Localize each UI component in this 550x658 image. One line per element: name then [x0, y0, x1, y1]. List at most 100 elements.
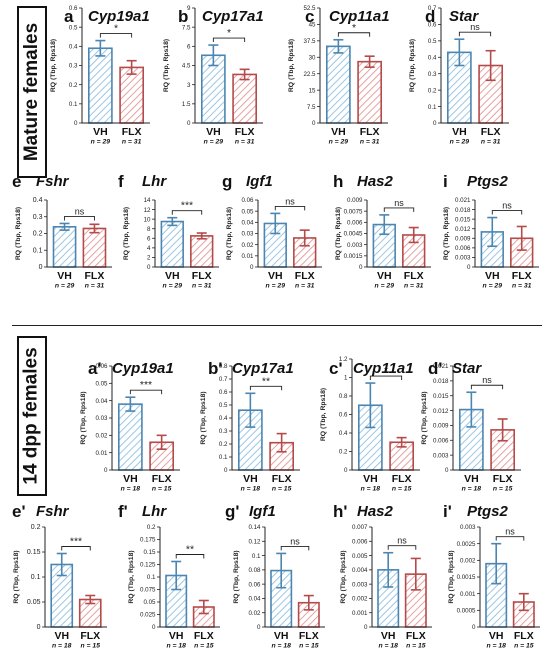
sample-size-label: n = 31 — [85, 283, 105, 290]
sample-size-label: n = 15 — [81, 643, 101, 650]
significance-label: *** — [70, 536, 82, 548]
y-tick-label: 9 — [187, 5, 191, 12]
y-tick-label: 0.012 — [455, 226, 471, 233]
y-tick-label: 0.4 — [339, 430, 348, 437]
y-tick-label: 0.4 — [219, 415, 228, 422]
y-tick-label: 0 — [467, 264, 471, 271]
y-tick-label: 0.3 — [219, 428, 228, 435]
error-bar — [454, 38, 465, 67]
section-divider — [12, 325, 542, 326]
error-bar — [516, 225, 527, 251]
significance-label: ns — [75, 206, 85, 216]
error-bar — [270, 212, 281, 235]
chart-panel-8: 0 0.003 0.006 0.009 0.012 0.015 0.018 0.021 RQ (… — [443, 197, 539, 290]
y-tick-label: 22.5 — [303, 71, 316, 78]
y-tick-label: 0.05 — [241, 208, 254, 215]
chart-title: Cyp11a1 — [353, 360, 414, 377]
y-tick-label: 0.8 — [219, 363, 228, 370]
y-axis-label: RQ (Tbp, Rps18) — [421, 391, 428, 444]
error-bar — [466, 391, 477, 428]
error-bar — [245, 392, 256, 428]
sample-size-label: n = 15 — [299, 643, 319, 650]
y-tick-label: 0.03 — [241, 231, 254, 238]
panel-letter: f — [118, 172, 124, 191]
y-tick-label: 0.018 — [455, 207, 471, 214]
error-bar — [408, 226, 419, 244]
axes — [264, 527, 325, 628]
x-category-label: FLX — [152, 473, 172, 485]
x-category-label: VH — [452, 126, 467, 138]
x-category-label: FLX — [514, 630, 534, 642]
y-tick-label: 0.003 — [455, 255, 471, 262]
significance-label: ns — [470, 22, 480, 32]
chart-title: Igf1 — [246, 173, 273, 190]
error-bar — [125, 396, 136, 412]
y-axis-label: RQ (Tbp, Rps18) — [128, 550, 135, 603]
significance-label: * — [384, 365, 388, 377]
chart-panel-4: 00.10.20.30.4RQ (Tbp, Rps18)VHn = 29FLXn… — [15, 197, 112, 290]
x-category-label: FLX — [122, 126, 142, 138]
axes — [257, 200, 322, 268]
chart-title: Fshr — [36, 173, 69, 190]
x-category-label: VH — [54, 630, 69, 642]
x-category-label: VH — [57, 270, 72, 282]
significance-bracket — [64, 216, 95, 221]
y-tick-label: 7.5 — [182, 24, 191, 31]
chart-title: Lhr — [142, 173, 167, 190]
y-tick-label: 0.025 — [140, 612, 156, 619]
y-tick-label: 0.1 — [428, 104, 437, 111]
y-tick-label: 45 — [309, 22, 316, 29]
y-tick-label: 0 — [250, 264, 254, 271]
y-tick-label: 0.8 — [339, 393, 348, 400]
significance-bracket — [369, 375, 403, 381]
significance-label: ** — [262, 375, 270, 387]
y-tick-label: 0.002 — [352, 596, 368, 603]
y-tick-label: 7.5 — [307, 104, 316, 111]
panel-letter: a — [64, 7, 74, 26]
bar-vh — [88, 47, 113, 124]
y-tick-label: 0.2 — [339, 449, 348, 456]
sample-size-label: n = 29 — [450, 139, 470, 146]
y-axis-label: RQ (Tbp, Rps18) — [163, 39, 170, 92]
y-tick-label: 0.5 — [428, 38, 437, 45]
chart-title: Lhr — [142, 503, 167, 520]
bar-flx — [357, 60, 382, 124]
error-bar — [89, 223, 100, 234]
sample-size-label: n = 29 — [204, 139, 224, 146]
significance-bracket — [175, 554, 205, 559]
x-category-label: VH — [165, 270, 180, 282]
y-tick-label: 4 — [147, 245, 151, 252]
error-bar — [59, 222, 70, 231]
panel-letter: e — [12, 172, 22, 191]
y-tick-label: 0.6 — [69, 5, 78, 12]
chart-title: Cyp17a1 — [232, 360, 294, 377]
error-bar — [299, 229, 310, 247]
chart-panel-14: 0 0.025 0.05 0.075 0.1 0.125 0.15 0.175 0.2 RQ (T… — [128, 524, 220, 650]
y-tick-label: 0.006 — [433, 437, 449, 444]
sample-size-label: n = 31 — [481, 139, 501, 146]
significance-bracket — [280, 545, 310, 551]
panel-letter: f' — [118, 502, 128, 521]
y-tick-label: 0.003 — [347, 242, 363, 249]
y-tick-label: 0.01 — [95, 450, 108, 457]
y-tick-label: 0.2 — [219, 441, 228, 448]
significance-bracket — [99, 33, 133, 38]
y-tick-label: 0 — [147, 264, 151, 271]
error-bar — [333, 38, 344, 54]
panel-letter: d — [425, 7, 436, 26]
x-category-label: FLX — [85, 270, 105, 282]
significance-label: ns — [482, 375, 492, 385]
panel-letter: c' — [329, 359, 343, 378]
y-tick-label: 0.04 — [248, 596, 261, 603]
y-tick-label: 30 — [309, 54, 316, 61]
bar-vh — [52, 226, 77, 268]
significance-label: ns — [285, 196, 295, 206]
y-tick-label: 0 — [104, 467, 108, 474]
significance-label: ns — [394, 198, 404, 208]
y-tick-label: 0.2 — [428, 87, 437, 94]
sample-size-label: n = 15 — [406, 643, 426, 650]
significance-label: * — [352, 22, 356, 34]
y-tick-label: 0.03 — [95, 415, 108, 422]
